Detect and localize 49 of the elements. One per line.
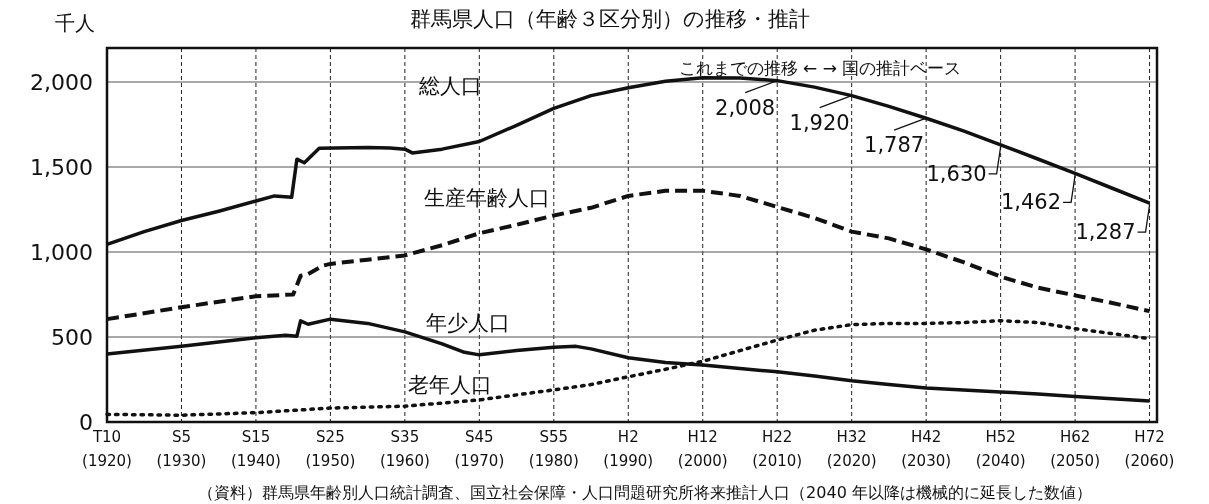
x-tick-label: (1990) bbox=[603, 452, 654, 470]
text: S45 bbox=[465, 428, 494, 446]
y-tick-label: 0 bbox=[79, 410, 93, 435]
y-tick-label: 1,000 bbox=[30, 240, 93, 265]
x-tick-label: (1980) bbox=[528, 452, 579, 470]
series-label: 年少人口 bbox=[426, 311, 510, 335]
annotation: 1,920 bbox=[789, 110, 850, 135]
annotation: これまでの推移 ← → 国の推計ベース bbox=[678, 58, 962, 78]
x-tick-label: (2030) bbox=[901, 452, 952, 470]
y-tick-label: 2,000 bbox=[30, 70, 93, 95]
annotation: 1,630 bbox=[926, 161, 987, 186]
annotation: 1,462 bbox=[1000, 190, 1062, 215]
text: S25 bbox=[316, 428, 345, 446]
x-tick-label: (2060) bbox=[1124, 452, 1175, 470]
annotation: 1,287 bbox=[1075, 220, 1136, 245]
x-tick-label: (1950) bbox=[305, 452, 356, 470]
y-tick-label: 500 bbox=[51, 325, 93, 350]
x-tick-label: (2000) bbox=[677, 452, 728, 470]
text: H52 bbox=[985, 428, 1016, 446]
text: S5 bbox=[171, 428, 192, 446]
x-tick-label: (1940) bbox=[230, 452, 281, 470]
text: H12 bbox=[687, 428, 718, 446]
x-tick-label: (2020) bbox=[826, 452, 877, 470]
series-label: 生産年齢人口 bbox=[424, 186, 550, 210]
text: S15 bbox=[241, 428, 271, 446]
x-tick-label: (2010) bbox=[752, 452, 803, 470]
y-axis-title: 千人 bbox=[55, 11, 95, 35]
x-tick-label: (2050) bbox=[1050, 452, 1101, 470]
text: S35 bbox=[390, 428, 420, 446]
chart-title: 群馬県人口（年齢３区分別）の推移・推計 bbox=[410, 7, 810, 31]
x-tick-label: (1920) bbox=[82, 452, 132, 470]
series-label: 老年人口 bbox=[408, 373, 492, 397]
y-tick-label: 1,500 bbox=[30, 155, 93, 180]
text: H62 bbox=[1059, 428, 1091, 446]
text: H32 bbox=[836, 428, 867, 446]
x-tick-label: (2040) bbox=[975, 452, 1026, 470]
x-tick-label: (1960) bbox=[379, 452, 430, 470]
text: H2 bbox=[617, 428, 639, 446]
x-tick-label: (1930) bbox=[156, 452, 207, 470]
text: （資料）群馬県年齢別人口統計調査、国立社会保障・人口問題研究所将来推計人口（2040 年以降は機械的に延長した数値） bbox=[198, 483, 1092, 502]
annotation: 2,008 bbox=[715, 95, 776, 120]
text: H72 bbox=[1134, 428, 1165, 446]
text: S55 bbox=[539, 428, 569, 446]
text: T10 bbox=[91, 428, 122, 446]
text: H42 bbox=[910, 428, 942, 446]
annotation: 1,787 bbox=[864, 133, 925, 158]
series-label: 総人口 bbox=[417, 74, 482, 98]
x-tick-label: (1970) bbox=[454, 452, 505, 470]
text: H22 bbox=[762, 428, 793, 446]
